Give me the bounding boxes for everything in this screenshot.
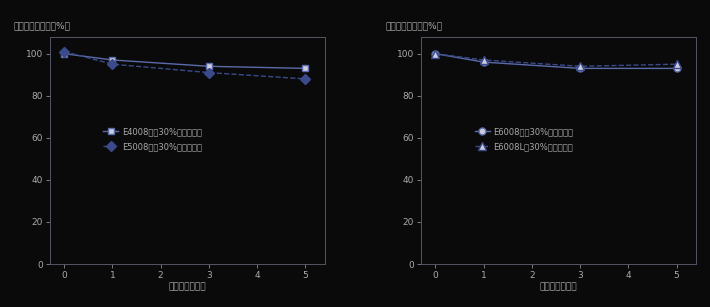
E5008　　30%リサイクル [204, 71, 213, 74]
Line: E6008　　30%リサイクル: E6008 30%リサイクル [432, 50, 680, 72]
E4008　　30%リサイクル [204, 64, 213, 68]
E6008L　30%リサイクル [431, 52, 439, 56]
E6008　　30%リサイクル [479, 60, 488, 64]
E4008　　30%リサイクル [60, 52, 68, 56]
E6008　　30%リサイクル [672, 67, 681, 70]
E4008　　30%リサイクル [108, 58, 116, 62]
E6008L　30%リサイクル [479, 58, 488, 62]
E6008L　30%リサイクル [672, 62, 681, 66]
E6008　　30%リサイクル [576, 67, 584, 70]
Text: 引張強度保持率（%）: 引張強度保持率（%） [385, 21, 442, 30]
Legend: E4008　　30%リサイクル, E5008　　30%リサイクル: E4008 30%リサイクル, E5008 30%リサイクル [104, 127, 202, 151]
E5008　　30%リサイクル [301, 77, 310, 81]
X-axis label: リサイクル回数: リサイクル回数 [168, 283, 206, 292]
X-axis label: リサイクル回数: リサイクル回数 [540, 283, 577, 292]
E5008　　30%リサイクル [108, 62, 116, 66]
E6008　　30%リサイクル [431, 52, 439, 56]
E5008　　30%リサイクル [60, 50, 68, 53]
E4008　　30%リサイクル [301, 67, 310, 70]
E6008L　30%リサイクル [576, 64, 584, 68]
Line: E5008　　30%リサイクル: E5008 30%リサイクル [60, 48, 309, 82]
Line: E6008L　30%リサイクル: E6008L 30%リサイクル [431, 49, 681, 70]
Text: 引張強度保持率（%）: 引張強度保持率（%） [14, 21, 71, 30]
Line: E4008　　30%リサイクル: E4008 30%リサイクル [60, 50, 309, 72]
Legend: E6008　　30%リサイクル, E6008L　30%リサイクル: E6008 30%リサイクル, E6008L 30%リサイクル [474, 127, 573, 151]
